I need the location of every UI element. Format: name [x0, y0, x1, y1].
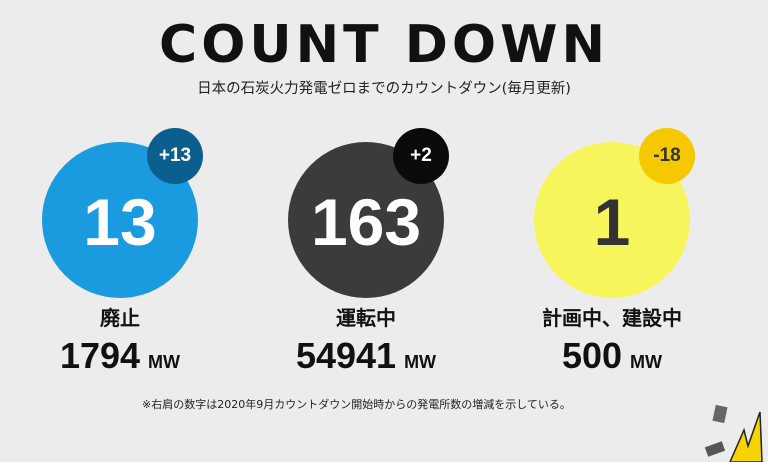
- capacity-value: 54941: [295, 335, 397, 376]
- card-label: 運転中: [336, 306, 396, 330]
- capacity: 500 MW: [512, 336, 712, 382]
- count-circle: 163: [288, 142, 444, 298]
- capacity-value: 1794: [59, 335, 141, 376]
- explosion-illustration-icon: [704, 404, 763, 462]
- card-label: 計画中、建設中: [542, 306, 682, 330]
- card-retired: 13 +13 廃止 1794 MW: [20, 128, 220, 382]
- footnote: ※右肩の数字は2020年9月カウントダウン開始時からの発電所数の増減を示している…: [142, 398, 571, 411]
- capacity: 1794 MW: [20, 336, 220, 382]
- page-title: COUNT DOWN: [159, 15, 609, 75]
- change-badge: -18: [639, 128, 695, 184]
- capacity-value: 500: [561, 335, 623, 376]
- capacity-unit: MW: [630, 352, 663, 372]
- count-circle: 1: [534, 142, 690, 298]
- capacity: 54941 MW: [266, 336, 466, 382]
- card-operating: 163 +2 運転中 54941 MW: [266, 128, 466, 382]
- capacity-unit: MW: [404, 352, 437, 372]
- card-label: 廃止: [100, 306, 140, 330]
- card-planned: 1 -18 計画中、建設中 500 MW: [512, 128, 712, 382]
- change-badge: +2: [393, 128, 449, 184]
- change-badge: +13: [147, 128, 203, 184]
- capacity-unit: MW: [148, 352, 181, 372]
- page-subtitle: 日本の石炭火力発電ゼロまでのカウントダウン(毎月更新): [197, 81, 571, 97]
